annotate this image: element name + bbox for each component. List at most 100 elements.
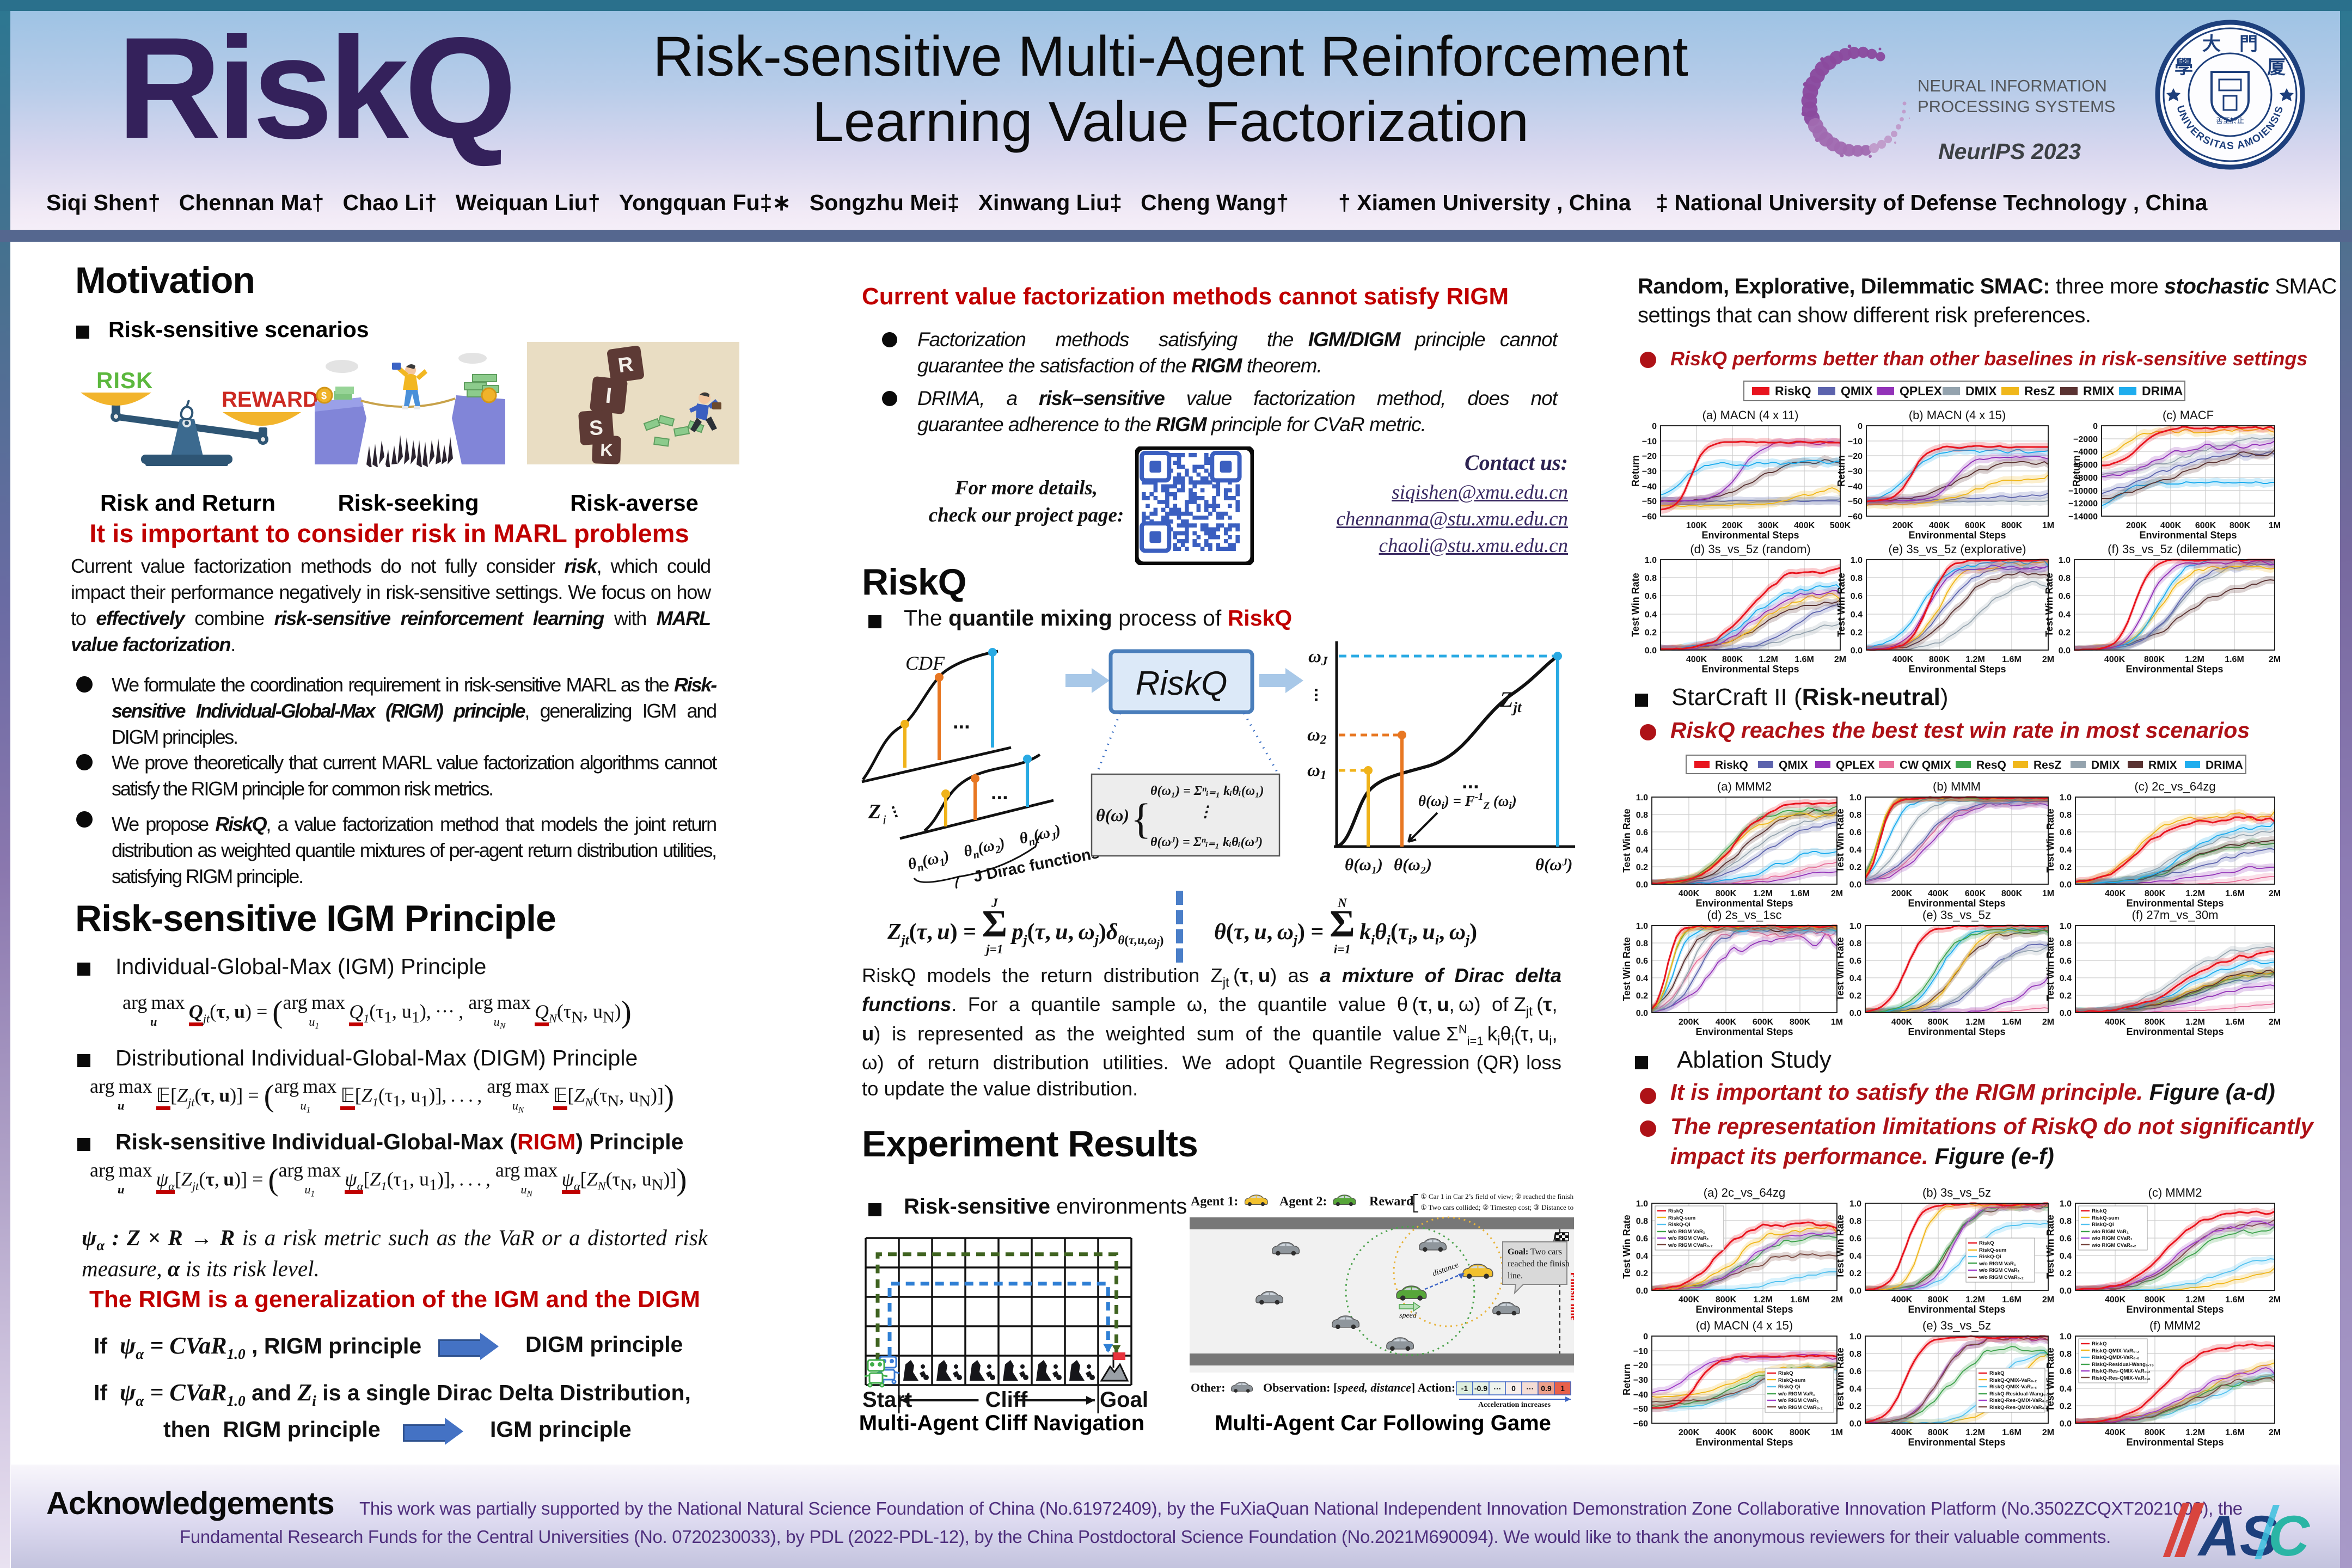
svg-text:RiskQ-sum: RiskQ-sum	[1778, 1377, 1805, 1383]
svg-text:−10000: −10000	[2068, 487, 2098, 496]
svg-text:−30: −30	[1642, 467, 1657, 476]
svg-text:① Car 1 in Car 2’s field of vi: ① Car 1 in Car 2’s field of view; ② reac…	[1420, 1192, 1574, 1200]
svg-text:...: ...	[887, 801, 909, 820]
svg-text:0.6: 0.6	[1645, 592, 1657, 601]
svg-text:800K: 800K	[2145, 1018, 2166, 1027]
svg-text:0.6: 0.6	[1849, 1367, 1861, 1376]
svg-text:1.0: 1.0	[1849, 1332, 1861, 1342]
svg-text:0.4: 0.4	[1849, 1385, 1861, 1394]
svg-text:(f) MMM2: (f) MMM2	[2149, 1319, 2201, 1332]
svg-text:−30: −30	[1633, 1376, 1648, 1385]
svg-text:400K: 400K	[1679, 889, 1700, 898]
svg-text:400K: 400K	[2105, 1428, 2126, 1437]
svg-text:善至於止: 善至於止	[2216, 117, 2244, 125]
svg-text:800K: 800K	[1722, 655, 1743, 664]
svg-text:600K: 600K	[1965, 889, 1986, 898]
svg-text:-1: -1	[1461, 1384, 1468, 1393]
svg-text:QMIX: QMIX	[1779, 759, 1808, 771]
svg-text:Observation: [speed, distance]: Observation: [speed, distance] Action:	[1263, 1381, 1455, 1394]
svg-text:θ(ω₁): θ(ω₁)	[1345, 855, 1383, 874]
svg-text:1.0: 1.0	[2060, 922, 2072, 931]
svg-text:RiskQ-Res-QMIX-VaR₀.₆: RiskQ-Res-QMIX-VaR₀.₆	[1989, 1405, 2048, 1411]
svg-text:0.4: 0.4	[2060, 1252, 2072, 1261]
svg-text:1.2M: 1.2M	[1753, 889, 1773, 898]
svg-text:Reward: Reward	[1369, 1195, 1414, 1209]
svg-text:(b) MMM: (b) MMM	[1933, 780, 1981, 793]
svg-text:0.0: 0.0	[2060, 1287, 2072, 1296]
svg-text:0.8: 0.8	[2060, 1217, 2072, 1226]
svg-text:800K: 800K	[2145, 1428, 2166, 1437]
svg-text:Acceleration increases: Acceleration increases	[1478, 1401, 1551, 1408]
svg-text:...: ...	[1311, 688, 1331, 702]
svg-text:Environmental Steps: Environmental Steps	[1695, 1437, 1793, 1448]
svg-text:0.8: 0.8	[2060, 1350, 2072, 1359]
svg-text:RiskQ: RiskQ	[2092, 1208, 2106, 1214]
svg-text:400K: 400K	[1892, 655, 1914, 664]
svg-text:RiskQ-Res-QMIX-VaR₀.₂: RiskQ-Res-QMIX-VaR₀.₂	[1989, 1398, 2048, 1404]
svg-text:400K: 400K	[1716, 1018, 1737, 1027]
svg-text:DRIMA: DRIMA	[2206, 759, 2243, 771]
svg-text:0.6: 0.6	[1636, 957, 1648, 966]
svg-text:2M: 2M	[2269, 889, 2281, 898]
svg-text:reached the finish: reached the finish	[1508, 1259, 1570, 1269]
svg-text:0.6: 0.6	[1849, 957, 1861, 966]
svg-text:0.4: 0.4	[1636, 846, 1648, 855]
svg-text:R: R	[617, 353, 635, 377]
svg-text:−10: −10	[1848, 437, 1863, 446]
svg-text:1.0: 1.0	[1636, 922, 1648, 931]
svg-text:−40: −40	[1633, 1391, 1648, 1400]
svg-text:0.8: 0.8	[2060, 939, 2072, 948]
svg-text:800K: 800K	[2230, 521, 2251, 530]
svg-text:Test Win Rate: Test Win Rate	[1621, 1215, 1632, 1279]
svg-text:1.6M: 1.6M	[2225, 1018, 2245, 1027]
svg-text:(f) 27m_vs_30m: (f) 27m_vs_30m	[2132, 908, 2219, 922]
svg-text:−8000: −8000	[2073, 474, 2098, 483]
svg-text:K: K	[600, 440, 613, 460]
svg-text:Z: Z	[868, 800, 881, 823]
svg-text:−10: −10	[1633, 1347, 1648, 1356]
svg-text:RISK: RISK	[96, 367, 153, 393]
svg-text:−4000: −4000	[2073, 448, 2098, 457]
svg-text:⋯: ⋯	[1493, 1384, 1501, 1393]
svg-text:0.4: 0.4	[2060, 1385, 2072, 1394]
svg-text:0.2: 0.2	[2060, 863, 2072, 872]
svg-text:RiskQ-Res-QMIX-VaR₀.₆: RiskQ-Res-QMIX-VaR₀.₆	[2092, 1375, 2151, 1381]
svg-text:1.6M: 1.6M	[2225, 889, 2245, 898]
svg-text:2M: 2M	[2269, 1295, 2281, 1304]
svg-text:0.8: 0.8	[1636, 939, 1648, 948]
svg-text:600K: 600K	[2195, 521, 2216, 530]
svg-text:2M: 2M	[2269, 1428, 2281, 1437]
svg-text:0.0: 0.0	[1636, 880, 1648, 890]
svg-text:2M: 2M	[2042, 1428, 2054, 1437]
svg-text:RiskQ-QMIX-VaR₀.₂: RiskQ-QMIX-VaR₀.₂	[1989, 1377, 2037, 1383]
svg-text:Environmental Steps: Environmental Steps	[2126, 1437, 2224, 1448]
svg-text:-0.9: -0.9	[1474, 1384, 1487, 1393]
svg-text:0.0: 0.0	[2060, 1419, 2072, 1429]
svg-text:0.0: 0.0	[2060, 1009, 2072, 1018]
svg-text:w/o RIGM CVaR₁: w/o RIGM CVaR₁	[1668, 1235, 1709, 1241]
svg-text:Test Win Rate: Test Win Rate	[1835, 1215, 1846, 1279]
svg-text:...: ...	[953, 710, 970, 733]
svg-text:Environmental Steps: Environmental Steps	[2126, 1304, 2224, 1315]
svg-text:0.0: 0.0	[1851, 646, 1863, 656]
svg-text:1.2M: 1.2M	[2185, 1428, 2205, 1437]
svg-text:600K: 600K	[1753, 1428, 1774, 1437]
svg-text:800K: 800K	[2145, 1295, 2166, 1304]
svg-text:0.8: 0.8	[1851, 574, 1863, 583]
svg-text:−60: −60	[1633, 1419, 1648, 1429]
svg-text:θ(ω₁) = Σⁿᵢ₌₁ kᵢθᵢ(ω₁): θ(ω₁) = Σⁿᵢ₌₁ kᵢθᵢ(ω₁)	[1150, 784, 1264, 798]
svg-text:1.0: 1.0	[2060, 793, 2072, 803]
svg-text:0.0: 0.0	[2060, 880, 2072, 890]
svg-text:2M: 2M	[1831, 1295, 1843, 1304]
svg-text:RiskQ-QMIX-VaR₀.₆: RiskQ-QMIX-VaR₀.₆	[1989, 1384, 2037, 1390]
svg-text:800K: 800K	[2001, 889, 2023, 898]
svg-text:0.2: 0.2	[2060, 991, 2072, 1001]
svg-text:RiskQ: RiskQ	[1715, 759, 1748, 771]
svg-text:(c) MACF: (c) MACF	[2163, 408, 2214, 422]
svg-text:0.2: 0.2	[1645, 628, 1657, 638]
svg-text:0.8: 0.8	[2060, 811, 2072, 820]
svg-text:800K: 800K	[2145, 889, 2166, 898]
svg-text:QMIX: QMIX	[1841, 384, 1873, 398]
svg-text:θ(ω₂): θ(ω₂)	[1394, 855, 1432, 874]
svg-text:−6000: −6000	[2073, 461, 2098, 470]
